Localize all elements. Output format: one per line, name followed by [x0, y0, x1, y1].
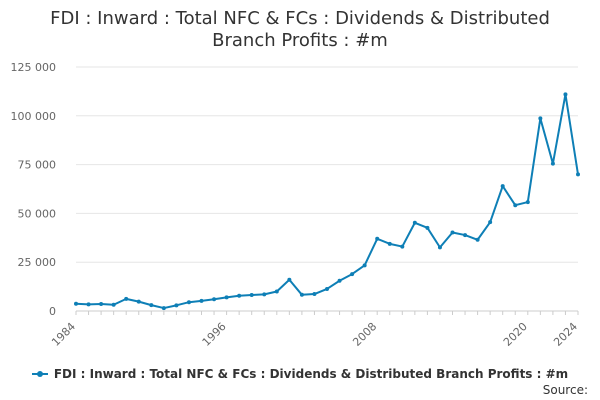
y-tick-label: 75 000 [18, 159, 57, 172]
y-tick-label: 0 [49, 305, 56, 318]
tick-labels: 0 25 000 50 000 75 000 100 000 125 000 1984 199… [11, 61, 581, 349]
y-tick-label: 25 000 [18, 256, 57, 269]
data-point[interactable] [237, 293, 242, 298]
legend-line-marker-icon [31, 371, 48, 377]
grid-lines [76, 66, 578, 263]
data-series [74, 92, 580, 311]
data-point[interactable] [425, 225, 430, 230]
data-point[interactable] [325, 286, 329, 291]
x-tick-label: 2020 [501, 320, 530, 349]
data-point[interactable] [186, 300, 191, 305]
data-point[interactable] [224, 295, 229, 300]
data-point[interactable] [249, 292, 254, 297]
legend[interactable]: FDI : Inward : Total NFC & FCs : Dividen… [0, 366, 600, 382]
data-point[interactable] [525, 200, 530, 205]
data-point[interactable] [550, 161, 555, 166]
data-point[interactable] [576, 172, 580, 177]
y-tick-label: 100 000 [11, 110, 57, 123]
data-point[interactable] [513, 203, 518, 208]
x-tick-label: 2024 [551, 320, 580, 349]
axes [75, 310, 579, 315]
data-point[interactable] [111, 302, 116, 307]
source-credit: Source: [542, 383, 588, 397]
data-point[interactable] [287, 277, 292, 282]
data-point[interactable] [475, 237, 480, 242]
data-point[interactable] [299, 292, 304, 297]
data-point[interactable] [387, 241, 392, 246]
x-tick-label: 2008 [350, 320, 379, 349]
x-tick-label: 1996 [200, 320, 229, 349]
data-point[interactable] [149, 303, 154, 308]
data-point[interactable] [99, 301, 104, 306]
y-tick-label: 50 000 [18, 207, 57, 220]
data-point[interactable] [375, 236, 380, 241]
data-point[interactable] [212, 297, 217, 302]
data-point[interactable] [161, 306, 166, 311]
data-point[interactable] [124, 296, 129, 301]
data-point[interactable] [262, 292, 267, 297]
chart-title-line-2: Branch Profits : #m [212, 30, 388, 51]
data-point[interactable] [274, 289, 279, 294]
data-point[interactable] [350, 272, 355, 277]
data-point[interactable] [463, 233, 468, 238]
data-point[interactable] [437, 245, 442, 250]
data-point[interactable] [174, 303, 179, 308]
data-point[interactable] [337, 278, 342, 283]
x-tick-label: 1984 [49, 320, 78, 349]
data-point[interactable] [500, 184, 505, 189]
chart-title: FDI : Inward : Total NFC & FCs : Dividen… [0, 8, 600, 52]
data-point[interactable] [488, 220, 493, 225]
series-line [75, 93, 579, 310]
data-point[interactable] [74, 301, 78, 306]
data-point[interactable] [136, 299, 141, 304]
data-point[interactable] [538, 116, 543, 121]
data-point[interactable] [450, 230, 455, 235]
data-point[interactable] [563, 92, 568, 97]
data-point[interactable] [199, 298, 204, 303]
data-point[interactable] [362, 263, 367, 268]
data-point[interactable] [86, 302, 91, 307]
data-point[interactable] [400, 244, 405, 249]
y-tick-label: 125 000 [11, 61, 57, 74]
data-point[interactable] [412, 220, 417, 225]
chart-title-line-1: FDI : Inward : Total NFC & FCs : Dividen… [50, 8, 550, 29]
data-point[interactable] [312, 292, 317, 297]
legend-label: FDI : Inward : Total NFC & FCs : Dividen… [53, 367, 569, 381]
